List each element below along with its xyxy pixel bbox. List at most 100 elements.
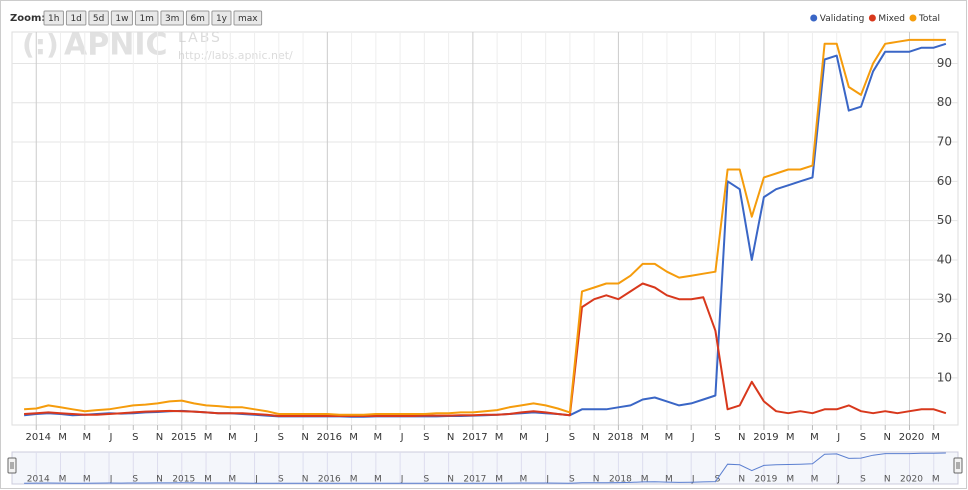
zoom-button[interactable]: [134, 10, 159, 26]
navigator-handle[interactable]: [7, 457, 17, 474]
legend-item[interactable]: Validating: [810, 14, 864, 24]
navigator-tick-label: N: [593, 475, 600, 485]
zoom-button-label[interactable]: 1h: [48, 14, 59, 24]
x-tick-label: M: [931, 432, 940, 443]
navigator-tick-label: J: [109, 475, 113, 485]
navigator-tick-label: 2014: [27, 475, 50, 485]
navigator-tick-label: S: [132, 475, 138, 485]
plot: [24, 38, 947, 418]
x-tick-label: J: [691, 432, 695, 443]
zoom-button-label[interactable]: 1d: [70, 14, 81, 24]
watermark: (:) APNIC LABS http://labs.apnic.net/: [22, 28, 293, 63]
x-tick-label: N: [301, 432, 308, 443]
watermark-labs: LABS: [178, 30, 222, 46]
navigator-tick-label: M: [932, 475, 940, 485]
legend-label[interactable]: Total: [918, 14, 940, 24]
zoom-button-label[interactable]: 1m: [139, 14, 154, 24]
watermark-logo-mark: (:): [22, 28, 59, 61]
x-tick-label: S: [423, 432, 429, 443]
x-tick-label: M: [228, 432, 237, 443]
navigator-tick-label: M: [228, 475, 236, 485]
zoom-label: Zoom:: [10, 13, 45, 24]
navigator-handle[interactable]: [953, 457, 963, 474]
legend-marker[interactable]: [909, 14, 917, 22]
navigator-tick-label: M: [350, 475, 358, 485]
x-tick-label: M: [349, 432, 358, 443]
zoom-button-label[interactable]: 1y: [216, 14, 228, 24]
navigator-tick-label: N: [447, 475, 454, 485]
x-tick-label: N: [447, 432, 454, 443]
x-tick-label: N: [738, 432, 745, 443]
watermark-url: http://labs.apnic.net/: [178, 49, 293, 62]
x-tick-label: S: [132, 432, 138, 443]
zoom-button[interactable]: [43, 10, 64, 26]
zoom-button-label[interactable]: 6m: [190, 14, 205, 24]
zoom-button[interactable]: [185, 10, 210, 26]
navigator-tick-label: 2015: [172, 475, 195, 485]
navigator-tick-label: J: [254, 475, 258, 485]
x-tick-label: N: [156, 432, 163, 443]
x-tick-label: 2019: [753, 432, 778, 443]
legend-item[interactable]: Total: [909, 14, 940, 24]
navigator-tick-label: M: [59, 475, 67, 485]
navigator-tick-label: S: [569, 475, 575, 485]
zoom-button-label[interactable]: 1w: [115, 14, 128, 24]
y-tick-label: 70: [937, 135, 952, 149]
navigator-tick-label: M: [495, 475, 503, 485]
x-tick-label: J: [254, 432, 258, 443]
x-tick-label: M: [519, 432, 528, 443]
zoom-button-label[interactable]: max: [238, 14, 258, 24]
legend: Validating Mixed Total: [810, 14, 940, 24]
x-tick-label: N: [592, 432, 599, 443]
legend-item[interactable]: Mixed: [868, 14, 905, 24]
navigator-tick-label: N: [884, 475, 891, 485]
zoom-button-label[interactable]: 5d: [93, 14, 104, 24]
navigator-tick-label: N: [738, 475, 745, 485]
y-tick-label: 20: [937, 331, 952, 345]
zoom-button[interactable]: [211, 10, 232, 26]
navigator-tick-label: S: [860, 475, 866, 485]
navigator-tick-label: 2017: [463, 475, 486, 485]
x-tick-label: J: [836, 432, 840, 443]
zoom-button[interactable]: [65, 10, 87, 26]
zoom-button[interactable]: [233, 10, 263, 26]
navigator-tick-label: J: [545, 475, 549, 485]
navigator-tick-label: N: [156, 475, 163, 485]
navigator-tick-label: M: [204, 475, 212, 485]
x-tick-label: 2015: [171, 432, 196, 443]
x-tick-label: S: [714, 432, 720, 443]
y-tick-label: 10: [937, 370, 952, 384]
x-tick-label: M: [640, 432, 649, 443]
legend-label[interactable]: Validating: [820, 14, 865, 24]
navigator-tick-label: J: [400, 475, 404, 485]
navigator: 2014 M M J S N 2015 M M J S N 2016 M M J S N 2017 M M J S N 2018…: [7, 451, 963, 485]
y-tick-label: 50: [937, 213, 952, 227]
x-tick-label: 2018: [608, 432, 633, 443]
zoom-button[interactable]: [88, 10, 109, 26]
x-tick-label: M: [82, 432, 91, 443]
x-tick-label: S: [278, 432, 284, 443]
navigator-tick-label: S: [423, 475, 429, 485]
navigator-line: [24, 452, 946, 484]
navigator-tick-label: J: [836, 475, 840, 485]
legend-label[interactable]: Mixed: [878, 14, 905, 24]
series-line: [24, 282, 947, 417]
y-tick-label: 90: [937, 56, 952, 70]
navigator-tick-label: M: [665, 475, 673, 485]
x-tick-label: S: [569, 432, 575, 443]
navigator-tick-label: J: [691, 475, 695, 485]
x-tick-label: M: [58, 432, 67, 443]
navigator-tick-label: 2019: [754, 475, 777, 485]
legend-marker[interactable]: [868, 14, 876, 22]
zoom-button[interactable]: [110, 10, 133, 26]
watermark-logo: APNIC: [64, 28, 168, 63]
zoom-button-label[interactable]: 3m: [165, 14, 180, 24]
y-tick-label: 40: [937, 252, 952, 266]
series-line: [24, 38, 946, 416]
x-tick-label: N: [883, 432, 890, 443]
legend-marker[interactable]: [810, 14, 818, 22]
zoom-button[interactable]: [160, 10, 184, 26]
x-tick-label: M: [204, 432, 213, 443]
